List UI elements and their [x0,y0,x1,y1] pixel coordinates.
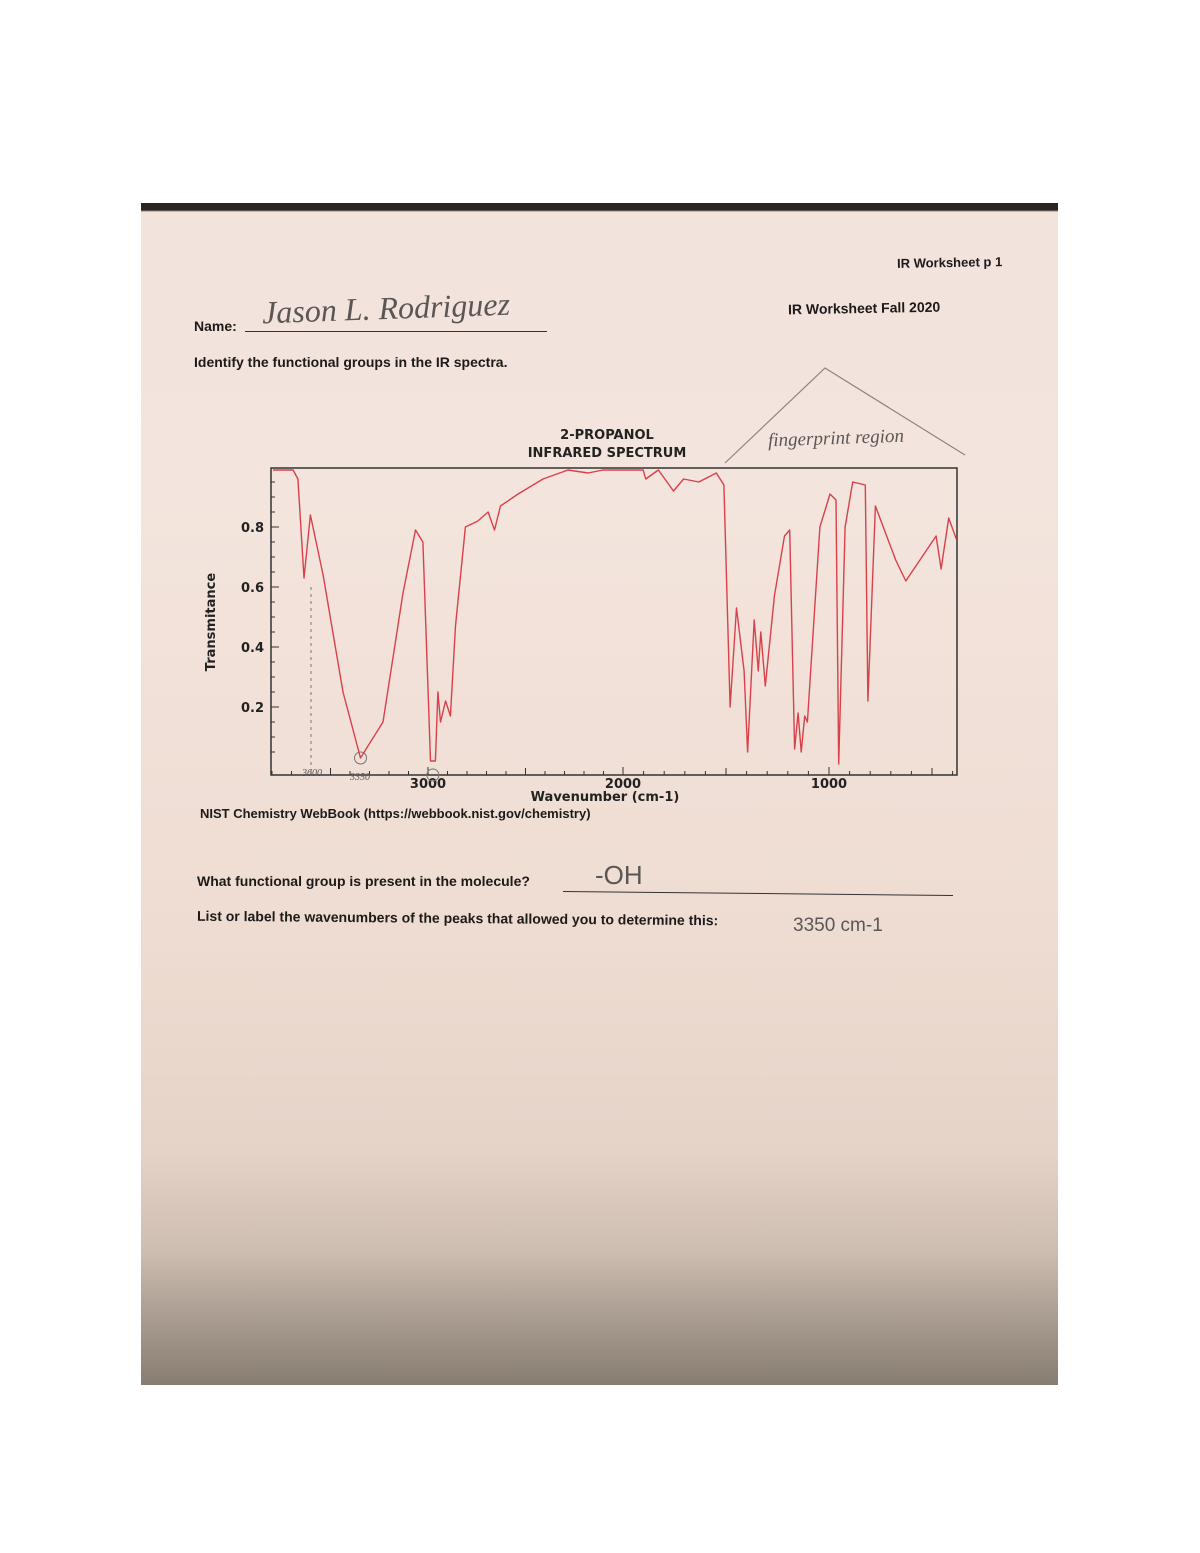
fingerprint-bracket [724,367,966,464]
worksheet-photo [141,203,1058,1385]
y-axis-label: Transmitance [204,573,219,672]
peak-annotation-3350: 3350 [350,772,370,783]
source-credit: NIST Chemistry WebBook (https://webbook.… [200,806,591,821]
name-underline [245,331,547,332]
x-tick-label: 1000 [811,777,847,792]
chart-title: 2-PROPANOL [560,428,654,443]
chart-subtitle: INFRARED SPECTRUM [528,446,687,461]
x-tick-label: 3000 [410,777,446,792]
x-axis-label: Wavenumber (cm-1) [531,790,680,805]
question-1-answer[interactable]: -OH [595,860,643,890]
plot-frame [270,467,958,776]
x-tick-label: 2000 [605,777,641,792]
question-1-label: What functional group is present in the … [197,873,530,889]
spectrum-line [273,469,957,765]
ir-spectrum-chart: 2-PROPANOL INFRARED SPECTRUM 0.2 0.4 0.6 0.8 3… [204,428,958,805]
y-tick-label: 0.8 [241,521,264,536]
peak-annotation-3600: 3600 [302,768,322,779]
y-tick-label: 0.6 [241,581,264,596]
annotation-circle [426,768,440,782]
question-2-answer[interactable]: 3350 cm-1 [793,915,883,936]
y-tick-label: 0.2 [241,701,264,716]
annotation-circle [354,751,368,765]
name-label: Name: [194,318,237,334]
y-tick-label: 0.4 [241,641,264,656]
instructions: Identify the functional groups in the IR… [194,354,508,370]
